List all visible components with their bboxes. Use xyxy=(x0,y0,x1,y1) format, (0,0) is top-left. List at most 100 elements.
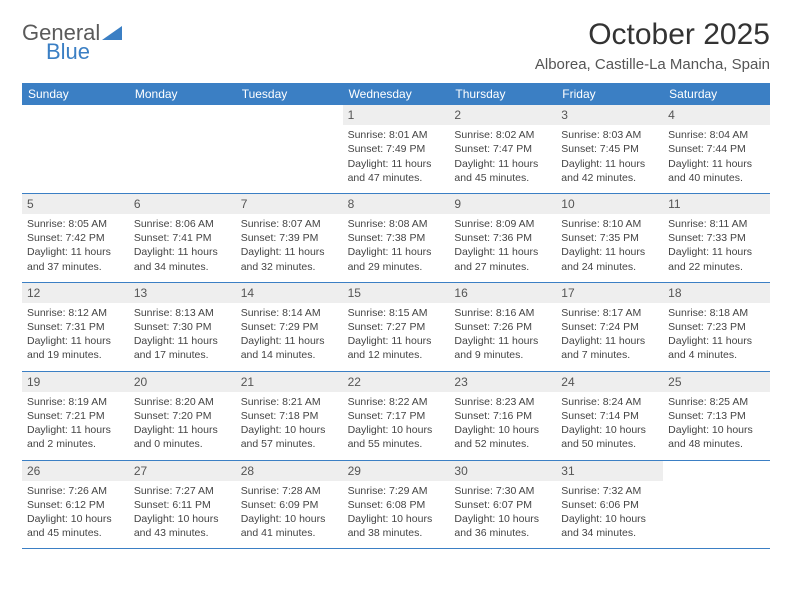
day-number: 11 xyxy=(663,194,770,214)
sunrise-line: Sunrise: 8:23 AM xyxy=(454,395,551,409)
daylight-line-2: and 43 minutes. xyxy=(134,526,231,540)
daylight-line-1: Daylight: 11 hours xyxy=(454,334,551,348)
sunrise-line: Sunrise: 8:19 AM xyxy=(27,395,124,409)
daylight-line-2: and 45 minutes. xyxy=(27,526,124,540)
sunrise-line: Sunrise: 8:09 AM xyxy=(454,217,551,231)
calendar-cell: 25Sunrise: 8:25 AMSunset: 7:13 PMDayligh… xyxy=(663,372,770,460)
sunset-line: Sunset: 7:31 PM xyxy=(27,320,124,334)
month-title: October 2025 xyxy=(535,18,770,52)
daylight-line-2: and 57 minutes. xyxy=(241,437,338,451)
day-number: 23 xyxy=(449,372,556,392)
day-number: 26 xyxy=(22,461,129,481)
week-row: 12Sunrise: 8:12 AMSunset: 7:31 PMDayligh… xyxy=(22,283,770,372)
sunset-line: Sunset: 6:09 PM xyxy=(241,498,338,512)
day-header-monday: Monday xyxy=(129,83,236,105)
week-row: 1Sunrise: 8:01 AMSunset: 7:49 PMDaylight… xyxy=(22,105,770,194)
daylight-line-2: and 37 minutes. xyxy=(27,260,124,274)
sunset-line: Sunset: 7:18 PM xyxy=(241,409,338,423)
day-number: 28 xyxy=(236,461,343,481)
day-header-sunday: Sunday xyxy=(22,83,129,105)
daylight-line-2: and 40 minutes. xyxy=(668,171,765,185)
day-number: 3 xyxy=(556,105,663,125)
day-number: 19 xyxy=(22,372,129,392)
day-number: 9 xyxy=(449,194,556,214)
week-row: 26Sunrise: 7:26 AMSunset: 6:12 PMDayligh… xyxy=(22,461,770,550)
sunrise-line: Sunrise: 7:29 AM xyxy=(348,484,445,498)
daylight-line-1: Daylight: 10 hours xyxy=(561,423,658,437)
daylight-line-1: Daylight: 11 hours xyxy=(27,245,124,259)
day-number: 2 xyxy=(449,105,556,125)
daylight-line-2: and 17 minutes. xyxy=(134,348,231,362)
daylight-line-1: Daylight: 10 hours xyxy=(241,423,338,437)
daylight-line-1: Daylight: 11 hours xyxy=(134,245,231,259)
sunrise-line: Sunrise: 8:06 AM xyxy=(134,217,231,231)
calendar-cell: 27Sunrise: 7:27 AMSunset: 6:11 PMDayligh… xyxy=(129,461,236,549)
day-number: 17 xyxy=(556,283,663,303)
sunset-line: Sunset: 6:12 PM xyxy=(27,498,124,512)
sunset-line: Sunset: 7:38 PM xyxy=(348,231,445,245)
day-number: 20 xyxy=(129,372,236,392)
daylight-line-2: and 38 minutes. xyxy=(348,526,445,540)
sunset-line: Sunset: 7:21 PM xyxy=(27,409,124,423)
sunrise-line: Sunrise: 8:16 AM xyxy=(454,306,551,320)
daylight-line-1: Daylight: 11 hours xyxy=(241,245,338,259)
sunrise-line: Sunrise: 8:05 AM xyxy=(27,217,124,231)
daylight-line-1: Daylight: 10 hours xyxy=(668,423,765,437)
calendar-cell: 3Sunrise: 8:03 AMSunset: 7:45 PMDaylight… xyxy=(556,105,663,193)
daylight-line-2: and 24 minutes. xyxy=(561,260,658,274)
calendar-cell: 5Sunrise: 8:05 AMSunset: 7:42 PMDaylight… xyxy=(22,194,129,282)
calendar-cell: 13Sunrise: 8:13 AMSunset: 7:30 PMDayligh… xyxy=(129,283,236,371)
day-number: 8 xyxy=(343,194,450,214)
calendar-cell: 31Sunrise: 7:32 AMSunset: 6:06 PMDayligh… xyxy=(556,461,663,549)
sunset-line: Sunset: 7:47 PM xyxy=(454,142,551,156)
calendar-cell: 19Sunrise: 8:19 AMSunset: 7:21 PMDayligh… xyxy=(22,372,129,460)
sunrise-line: Sunrise: 8:07 AM xyxy=(241,217,338,231)
day-number: 12 xyxy=(22,283,129,303)
calendar-cell xyxy=(22,105,129,193)
day-number: 24 xyxy=(556,372,663,392)
daylight-line-2: and 19 minutes. xyxy=(27,348,124,362)
day-headers-row: SundayMondayTuesdayWednesdayThursdayFrid… xyxy=(22,83,770,105)
calendar-cell: 17Sunrise: 8:17 AMSunset: 7:24 PMDayligh… xyxy=(556,283,663,371)
location-text: Alborea, Castille-La Mancha, Spain xyxy=(535,56,770,73)
calendar: SundayMondayTuesdayWednesdayThursdayFrid… xyxy=(22,83,770,549)
sunrise-line: Sunrise: 8:15 AM xyxy=(348,306,445,320)
sunset-line: Sunset: 7:23 PM xyxy=(668,320,765,334)
sunrise-line: Sunrise: 8:01 AM xyxy=(348,128,445,142)
day-number: 15 xyxy=(343,283,450,303)
sunrise-line: Sunrise: 8:04 AM xyxy=(668,128,765,142)
sunrise-line: Sunrise: 7:28 AM xyxy=(241,484,338,498)
sunrise-line: Sunrise: 7:27 AM xyxy=(134,484,231,498)
daylight-line-1: Daylight: 11 hours xyxy=(134,423,231,437)
sunset-line: Sunset: 7:42 PM xyxy=(27,231,124,245)
sunrise-line: Sunrise: 8:03 AM xyxy=(561,128,658,142)
calendar-cell: 2Sunrise: 8:02 AMSunset: 7:47 PMDaylight… xyxy=(449,105,556,193)
daylight-line-2: and 27 minutes. xyxy=(454,260,551,274)
sunset-line: Sunset: 7:44 PM xyxy=(668,142,765,156)
daylight-line-2: and 14 minutes. xyxy=(241,348,338,362)
daylight-line-2: and 29 minutes. xyxy=(348,260,445,274)
sunrise-line: Sunrise: 8:21 AM xyxy=(241,395,338,409)
daylight-line-2: and 42 minutes. xyxy=(561,171,658,185)
sunset-line: Sunset: 7:33 PM xyxy=(668,231,765,245)
daylight-line-1: Daylight: 10 hours xyxy=(454,512,551,526)
daylight-line-2: and 48 minutes. xyxy=(668,437,765,451)
sunrise-line: Sunrise: 8:13 AM xyxy=(134,306,231,320)
sunset-line: Sunset: 7:16 PM xyxy=(454,409,551,423)
sunset-line: Sunset: 7:45 PM xyxy=(561,142,658,156)
daylight-line-1: Daylight: 10 hours xyxy=(561,512,658,526)
sunset-line: Sunset: 7:17 PM xyxy=(348,409,445,423)
daylight-line-2: and 32 minutes. xyxy=(241,260,338,274)
sunset-line: Sunset: 7:20 PM xyxy=(134,409,231,423)
sunrise-line: Sunrise: 8:02 AM xyxy=(454,128,551,142)
daylight-line-1: Daylight: 11 hours xyxy=(668,334,765,348)
weeks-container: 1Sunrise: 8:01 AMSunset: 7:49 PMDaylight… xyxy=(22,105,770,549)
logo: General Blue xyxy=(22,22,122,63)
daylight-line-2: and 50 minutes. xyxy=(561,437,658,451)
day-number: 4 xyxy=(663,105,770,125)
sunset-line: Sunset: 7:26 PM xyxy=(454,320,551,334)
daylight-line-2: and 7 minutes. xyxy=(561,348,658,362)
calendar-cell xyxy=(663,461,770,549)
sunrise-line: Sunrise: 8:25 AM xyxy=(668,395,765,409)
daylight-line-1: Daylight: 11 hours xyxy=(668,157,765,171)
